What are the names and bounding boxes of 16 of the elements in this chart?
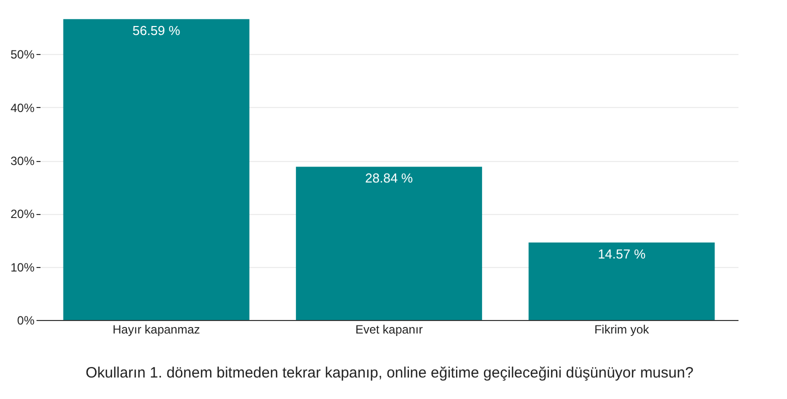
x-tick-label: Fikrim yok [594,322,650,336]
bar [63,19,250,320]
y-tick-label: 0% [17,314,35,328]
y-tick-label: 20% [10,207,35,222]
x-axis-title: Okulların 1. dönem bitmeden tekrar kapanıp, online eğitime geçileceğini düşünüyor musun? [86,364,694,382]
x-tick-label: Evet kapanır [355,322,423,336]
bar [528,242,715,320]
y-tick-label: 30% [10,154,35,168]
data-label: 28.84 % [365,170,414,186]
y-tick-label: 50% [10,48,35,62]
y-tick-label: 40% [10,100,35,115]
x-tick-label: Hayır kapanmaz [112,322,200,336]
bar [296,166,482,320]
data-label: 56.59 % [132,23,181,38]
y-tick-label: 10% [10,260,35,274]
data-label: 14.57 % [598,246,646,262]
